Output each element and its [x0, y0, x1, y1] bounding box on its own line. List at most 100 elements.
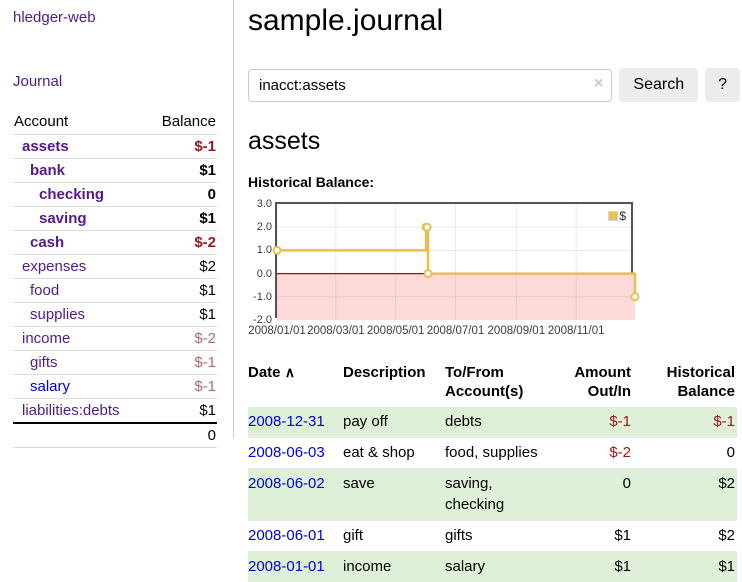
account-link-liabilities-debts[interactable]: liabilities:debts: [22, 401, 120, 419]
accounts-header-account: Account: [13, 110, 148, 135]
account-link-assets[interactable]: assets: [22, 137, 69, 155]
app-brand-link[interactable]: hledger-web: [13, 9, 96, 26]
x-axis-tick-label: 2008/05/01: [366, 325, 425, 337]
account-row-liabilities-debts: liabilities:debts $1: [13, 398, 217, 423]
account-link-cash[interactable]: cash: [30, 233, 65, 251]
transaction-amount: $1: [565, 551, 645, 582]
sidebar-item-journal[interactable]: Journal: [13, 73, 63, 90]
search-input[interactable]: [248, 69, 613, 102]
page-title: sample.journal: [248, 4, 444, 37]
transaction-amount: $-1: [565, 407, 645, 438]
accounts-table: Account Balance assets $-1 bank $1 check…: [13, 110, 217, 448]
account-row-checking: checking 0: [13, 182, 217, 207]
sort-ascending-icon: ∧: [284, 364, 295, 380]
historical-balance-chart: $ 3.0 2.0 1.0 0.0 -1.0 -2.0 2008/01/01 2008/03/…: [248, 198, 740, 345]
account-balance: $-2: [147, 230, 217, 255]
help-button[interactable]: ?: [705, 68, 740, 102]
account-link-income[interactable]: income: [22, 329, 71, 347]
register-row: 2008-01-01 income salary $1 $1: [248, 551, 737, 582]
transaction-balance: $1: [645, 551, 737, 582]
transaction-tofrom: saving, checking: [445, 468, 565, 521]
account-row-saving: saving $1: [13, 206, 217, 231]
clear-search-icon[interactable]: ×: [594, 75, 604, 92]
register-header-tofrom: To/From Account(s): [445, 364, 524, 400]
account-balance: $-1: [147, 374, 217, 399]
account-row-cash: cash $-2: [13, 230, 217, 255]
search-button[interactable]: Search: [619, 68, 699, 102]
accounts-header-row: Account Balance: [13, 110, 217, 135]
y-axis-tick-label: 0.0: [256, 267, 272, 280]
account-row-food: food $1: [13, 278, 217, 303]
transaction-balance: 0: [645, 437, 737, 469]
transaction-date-link[interactable]: 2008-06-01: [248, 527, 325, 544]
transaction-description: gift: [343, 520, 445, 552]
account-balance: $1: [147, 398, 217, 423]
transaction-tofrom: food, supplies: [445, 437, 565, 469]
y-axis-tick-label: -2.0: [253, 314, 272, 326]
transaction-date-link[interactable]: 2008-12-31: [248, 413, 325, 430]
account-balance: $1: [147, 278, 217, 303]
transaction-date-link[interactable]: 2008-01-01: [248, 558, 325, 575]
chart-legend: $: [606, 208, 628, 224]
account-link-gifts[interactable]: gifts: [30, 353, 58, 371]
register-row: 2008-06-02 save saving, checking 0 $2: [248, 468, 737, 521]
account-link-supplies[interactable]: supplies: [30, 305, 86, 323]
y-axis-tick-label: 3.0: [256, 198, 272, 210]
account-balance: $1: [147, 158, 217, 183]
account-balance: $-2: [147, 326, 217, 351]
account-link-expenses[interactable]: expenses: [22, 257, 87, 275]
account-link-bank[interactable]: bank: [30, 161, 66, 179]
x-axis-tick-label: 2008/09/01: [487, 325, 546, 337]
account-row-salary: salary $-1: [13, 374, 217, 399]
register-row: 2008-06-01 gift gifts $1 $2: [248, 520, 737, 552]
account-balance: $-1: [147, 350, 217, 375]
chart-canvas: [272, 204, 640, 320]
transaction-balance: $2: [645, 468, 737, 521]
x-axis-tick-label: 2008/03/01: [307, 325, 365, 337]
account-link-food[interactable]: food: [30, 281, 60, 299]
account-balance: $1: [147, 302, 217, 327]
account-balance: $2: [147, 254, 217, 279]
account-link-checking[interactable]: checking: [39, 185, 105, 203]
legend-label: $: [619, 209, 626, 223]
transaction-description: save: [343, 468, 445, 521]
account-row-supplies: supplies $1: [13, 302, 217, 327]
y-axis-tick-label: 2.0: [256, 221, 272, 234]
transaction-amount: 0: [565, 468, 645, 521]
account-heading: assets: [248, 127, 321, 155]
x-axis-tick-label: 2008/07/01: [426, 325, 485, 337]
transaction-balance: $2: [645, 520, 737, 552]
account-balance: 0: [147, 182, 217, 207]
transaction-description: income: [343, 551, 445, 582]
account-row-expenses: expenses $2: [13, 254, 217, 279]
transaction-amount: $1: [565, 520, 645, 552]
register-header-description: Description: [343, 364, 426, 381]
x-axis-tick-label: 2008/11/01: [547, 325, 605, 337]
transaction-tofrom: salary: [445, 551, 565, 582]
accounts-header-balance: Balance: [147, 110, 217, 135]
transaction-description: eat & shop: [343, 437, 445, 469]
transaction-date-link[interactable]: 2008-06-03: [248, 444, 325, 461]
register-header-date[interactable]: Date ∧: [248, 364, 295, 381]
transaction-balance: $-1: [645, 407, 737, 438]
accounts-total-value: 0: [147, 421, 217, 448]
main-content: sample.journal × Search ? assets Histori…: [248, 0, 740, 582]
account-row-income: income $-2: [13, 326, 217, 351]
y-axis-tick-label: -1.0: [253, 290, 272, 303]
account-row-assets: assets $-1: [13, 134, 217, 159]
account-balance: $-1: [147, 134, 217, 159]
account-link-salary[interactable]: salary: [30, 377, 71, 395]
account-row-gifts: gifts $-1: [13, 350, 217, 375]
transaction-date-link[interactable]: 2008-06-02: [248, 475, 325, 492]
account-row-bank: bank $1: [13, 158, 217, 183]
accounts-total-row: 0: [13, 421, 217, 448]
account-link-saving[interactable]: saving: [39, 209, 87, 227]
sidebar-divider: [233, 0, 234, 438]
legend-swatch-icon: [608, 211, 619, 221]
x-axis-tick-label: 2008/01/01: [248, 325, 306, 337]
register-table: Date ∧ Description To/From Account(s) Am…: [248, 360, 737, 582]
chart-plot-area: $: [272, 202, 640, 320]
transaction-tofrom: debts: [445, 407, 565, 438]
sidebar: hledger-web Journal Account Balance asse…: [0, 0, 233, 448]
